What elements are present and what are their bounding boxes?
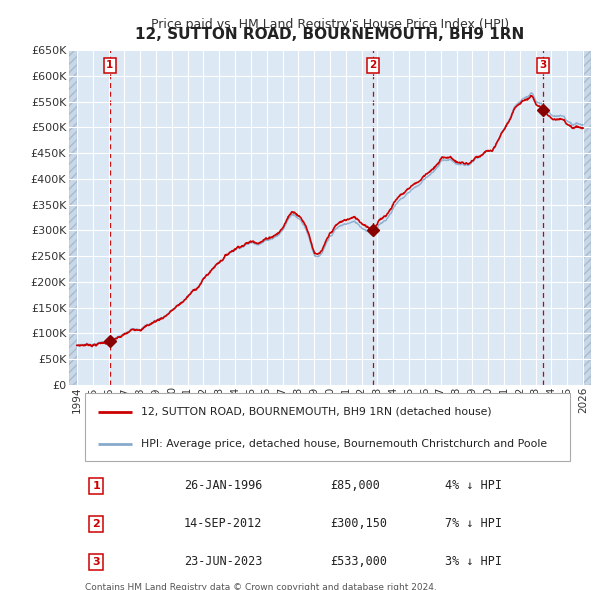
Text: £85,000: £85,000: [330, 479, 380, 492]
Text: 23-JUN-2023: 23-JUN-2023: [184, 555, 262, 568]
Text: 1: 1: [106, 60, 113, 70]
Text: 26-JAN-1996: 26-JAN-1996: [184, 479, 262, 492]
Text: £300,150: £300,150: [330, 517, 387, 530]
Text: 12, SUTTON ROAD, BOURNEMOUTH, BH9 1RN (detached house): 12, SUTTON ROAD, BOURNEMOUTH, BH9 1RN (d…: [141, 407, 491, 417]
Text: 4% ↓ HPI: 4% ↓ HPI: [445, 479, 502, 492]
Text: 12, SUTTON ROAD, BOURNEMOUTH, BH9 1RN: 12, SUTTON ROAD, BOURNEMOUTH, BH9 1RN: [136, 27, 524, 41]
Bar: [69, 50, 77, 385]
Text: 3: 3: [539, 60, 547, 70]
Text: 3: 3: [92, 557, 100, 567]
FancyBboxPatch shape: [85, 392, 570, 461]
Text: 2: 2: [92, 519, 100, 529]
Text: £533,000: £533,000: [330, 555, 387, 568]
Text: 7% ↓ HPI: 7% ↓ HPI: [445, 517, 502, 530]
Text: HPI: Average price, detached house, Bournemouth Christchurch and Poole: HPI: Average price, detached house, Bour…: [141, 439, 547, 449]
Text: Contains HM Land Registry data © Crown copyright and database right 2024.
This d: Contains HM Land Registry data © Crown c…: [85, 583, 436, 590]
Text: 14-SEP-2012: 14-SEP-2012: [184, 517, 262, 530]
Text: 1: 1: [92, 481, 100, 491]
Title: Price paid vs. HM Land Registry's House Price Index (HPI): Price paid vs. HM Land Registry's House …: [151, 18, 509, 31]
Bar: [583, 50, 591, 385]
Text: 2: 2: [369, 60, 376, 70]
Text: 3% ↓ HPI: 3% ↓ HPI: [445, 555, 502, 568]
